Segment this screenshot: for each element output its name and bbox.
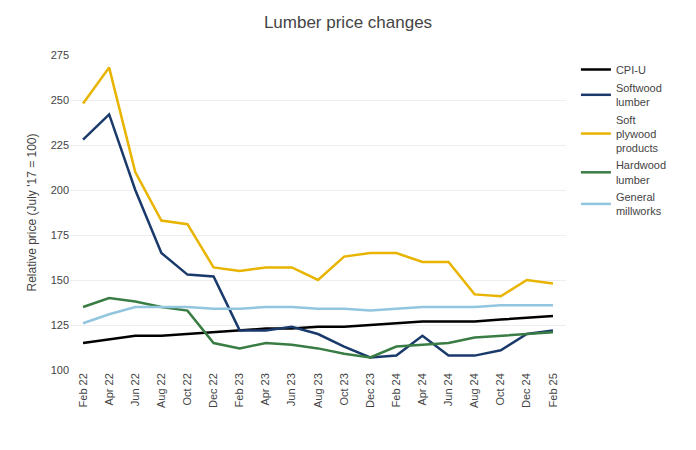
svg-text:Softplywoodproducts: Softplywoodproducts xyxy=(616,114,659,155)
svg-text:Apr 22: Apr 22 xyxy=(103,373,115,405)
svg-text:Relative price (July '17 = 100: Relative price (July '17 = 100) xyxy=(25,133,39,291)
svg-text:Jun 22: Jun 22 xyxy=(129,373,141,406)
svg-text:Dec 23: Dec 23 xyxy=(364,373,376,408)
svg-text:Dec 22: Dec 22 xyxy=(207,373,219,408)
svg-text:Generalmillworks: Generalmillworks xyxy=(616,191,662,217)
svg-text:Feb 24: Feb 24 xyxy=(390,373,402,407)
svg-text:Apr 24: Apr 24 xyxy=(416,373,428,405)
svg-text:100: 100 xyxy=(51,364,69,376)
svg-text:Lumber price changes: Lumber price changes xyxy=(264,13,432,32)
svg-text:125: 125 xyxy=(51,319,69,331)
svg-text:250: 250 xyxy=(51,94,69,106)
svg-text:Dec 24: Dec 24 xyxy=(520,373,532,408)
svg-text:Jun 24: Jun 24 xyxy=(442,373,454,406)
svg-text:CPI-U: CPI-U xyxy=(616,64,646,76)
svg-text:Feb 25: Feb 25 xyxy=(547,373,559,407)
svg-text:Oct 22: Oct 22 xyxy=(181,373,193,405)
svg-text:Aug 22: Aug 22 xyxy=(155,373,167,408)
svg-text:Feb 22: Feb 22 xyxy=(77,373,89,407)
svg-text:225: 225 xyxy=(51,139,69,151)
svg-text:150: 150 xyxy=(51,274,69,286)
svg-text:Feb 23: Feb 23 xyxy=(233,373,245,407)
svg-text:Oct 23: Oct 23 xyxy=(338,373,350,405)
svg-text:Softwoodlumber: Softwoodlumber xyxy=(616,82,662,108)
svg-text:Apr 23: Apr 23 xyxy=(259,373,271,405)
svg-text:275: 275 xyxy=(51,49,69,61)
svg-text:200: 200 xyxy=(51,184,69,196)
svg-text:Jun 23: Jun 23 xyxy=(285,373,297,406)
svg-text:Aug 24: Aug 24 xyxy=(468,373,480,408)
svg-text:Hardwoodlumber: Hardwoodlumber xyxy=(616,159,666,185)
svg-text:Oct 24: Oct 24 xyxy=(494,373,506,405)
svg-text:175: 175 xyxy=(51,229,69,241)
svg-text:Aug 23: Aug 23 xyxy=(312,373,324,408)
